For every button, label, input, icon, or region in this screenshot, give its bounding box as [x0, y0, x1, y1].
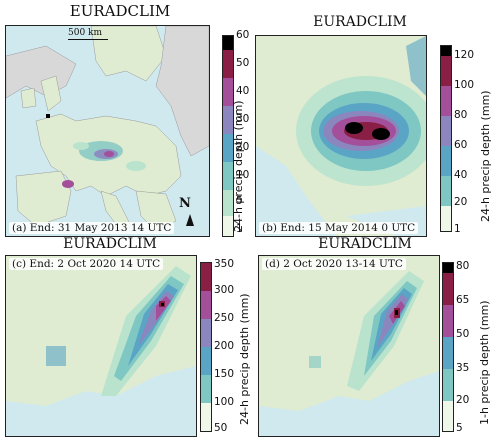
panel-d-title: EURADCLIM [318, 236, 412, 252]
panel-a-map: 500 km N (a) End: 31 May 2013 14 UTC [5, 25, 210, 237]
panel-a-tick: 50 [236, 56, 250, 69]
panel-c-tick: 100 [214, 395, 235, 408]
panel-d-map: (d) 2 Oct 2020 13-14 UTC [258, 255, 440, 437]
panel-a-tick: 40 [236, 84, 250, 97]
panel-d-caption: (d) 2 Oct 2020 13-14 UTC [262, 258, 406, 270]
panel-b-tick: 120 [454, 48, 475, 61]
panel-d-tick: 35 [456, 361, 470, 374]
panel-d-colorbar [442, 262, 454, 432]
panel-c-tick: 300 [214, 283, 235, 296]
panel-a-colorbar [222, 35, 234, 237]
panel-a-tick: 30 [236, 112, 250, 125]
panel-c-colorbar-label: 24-h precip depth (mm) [238, 293, 251, 425]
panel-b-colorbar [440, 45, 452, 232]
panel-a-tick: 20 [236, 140, 250, 153]
panel-b-precip-field [256, 36, 426, 236]
panel-d-tick: 80 [456, 259, 470, 272]
panel-d-tick: 5 [456, 421, 463, 434]
panel-a-tick: 10 [236, 168, 250, 181]
panel-b-tick: 1 [454, 222, 461, 235]
panel-d-colorbar-label: 1-h precip depth (mm) [478, 300, 491, 425]
panel-c-tick: 200 [214, 339, 235, 352]
panel-a-caption: (a) End: 31 May 2013 14 UTC [9, 222, 175, 234]
panel-a-colorbar-label: 24-h precip depth (mm) [232, 100, 245, 232]
panel-c-caption: (c) End: 2 Oct 2020 14 UTC [9, 258, 164, 270]
panel-a-tick: 60 [236, 28, 250, 41]
panel-a-tick: 1 [236, 222, 243, 235]
panel-b-caption: (b) End: 15 May 2014 0 UTC [259, 222, 419, 234]
panel-b-map: (b) End: 15 May 2014 0 UTC [255, 35, 427, 237]
panel-d-tick: 65 [456, 293, 470, 306]
scale-bar-line [68, 39, 108, 40]
panel-a-title: EURADCLIM [69, 2, 171, 20]
europe-basemap [6, 26, 209, 232]
panel-d-tick: 50 [456, 327, 470, 340]
north-arrow-icon [186, 214, 194, 226]
panel-b-title: EURADCLIM [313, 14, 407, 30]
panel-b-tick: 20 [454, 195, 468, 208]
scale-bar-label: 500 km [68, 28, 103, 38]
panel-a-tick: 5 [236, 194, 243, 207]
panel-c-tick: 250 [214, 311, 235, 324]
scale-bar: 500 km [68, 28, 108, 40]
north-arrow-label: N [179, 196, 191, 211]
panel-d-precip-field [259, 271, 439, 436]
panel-b-tick: 100 [454, 78, 475, 91]
panel-c-colorbar [200, 262, 212, 432]
panel-c-tick: 150 [214, 367, 235, 380]
panel-c-map: (c) End: 2 Oct 2020 14 UTC [5, 255, 197, 437]
panel-b-colorbar-label: 24-h precip depth (mm) [479, 90, 492, 222]
panel-b-tick: 60 [454, 138, 468, 151]
panel-c-precip-field [6, 266, 196, 436]
panel-b-tick: 80 [454, 108, 468, 121]
panel-b-tick: 40 [454, 168, 468, 181]
panel-c-tick: 350 [214, 257, 235, 270]
panel-c-title: EURADCLIM [63, 236, 157, 252]
panel-d-tick: 20 [456, 393, 470, 406]
panel-c-tick: 50 [214, 421, 228, 434]
